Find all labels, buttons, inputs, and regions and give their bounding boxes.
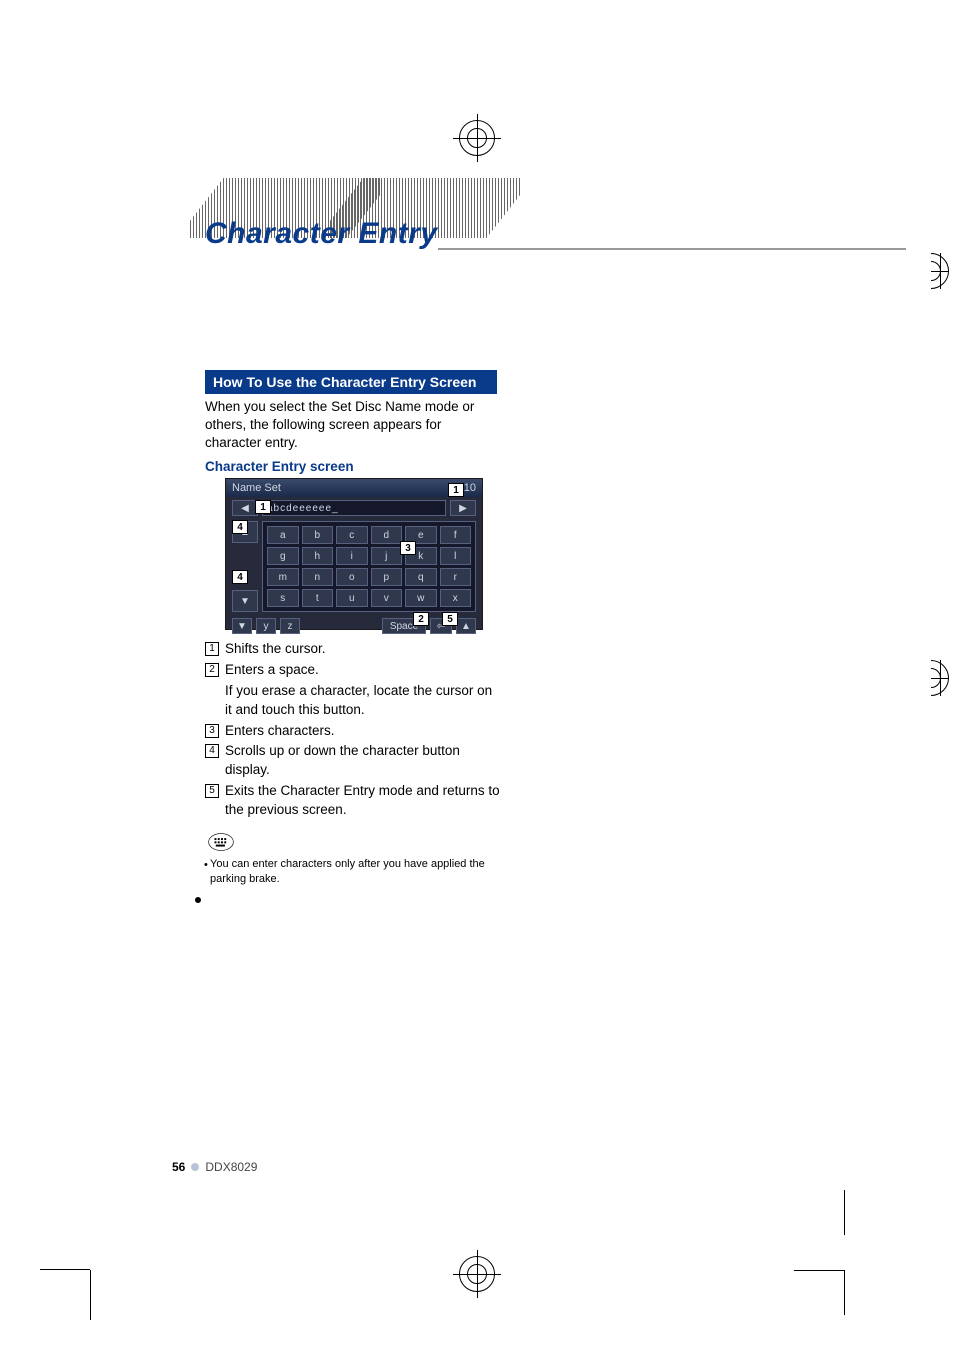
char-key[interactable]: u — [336, 589, 368, 607]
callout-text: If you erase a character, locate the cur… — [225, 682, 500, 720]
character-key-grid: a b c d e f g h i j k l m n o p q r s t — [262, 521, 476, 612]
shot-window-title: Name Set — [232, 482, 281, 494]
callout-text: Shifts the cursor. — [225, 640, 500, 659]
page-down-button[interactable]: ▼ — [232, 618, 252, 634]
model-name: DDX8029 — [205, 1160, 257, 1174]
char-key[interactable]: r — [440, 568, 472, 586]
char-key[interactable]: g — [267, 547, 299, 565]
char-key[interactable]: t — [302, 589, 334, 607]
char-key[interactable]: f — [440, 526, 472, 544]
callout-number: 4 — [205, 744, 219, 758]
list-item: 1 Shifts the cursor. — [205, 640, 500, 659]
callout-number: 1 — [205, 642, 219, 656]
char-key[interactable]: m — [267, 568, 299, 586]
crop-mark — [844, 1235, 914, 1305]
note-text: You can enter characters only after you … — [210, 857, 505, 887]
callout-badge-4: 4 — [232, 520, 248, 534]
intro-text: When you select the Set Disc Name mode o… — [205, 398, 497, 453]
char-key[interactable]: q — [405, 568, 437, 586]
subheading: Character Entry screen — [205, 459, 354, 474]
char-key[interactable]: x — [440, 589, 472, 607]
title-rule — [438, 248, 906, 250]
char-key[interactable]: d — [371, 526, 403, 544]
registration-mark-top — [459, 120, 495, 156]
list-item: 4 Scrolls up or down the character butto… — [205, 742, 500, 780]
callout-badge-1: 1 — [255, 500, 271, 514]
callout-badge-3: 3 — [400, 541, 416, 555]
page-number: 56 — [172, 1160, 185, 1174]
callout-text: Enters a space. — [225, 661, 500, 680]
callout-description-list: 1 Shifts the cursor. 2 Enters a space. I… — [205, 640, 500, 822]
char-key[interactable]: c — [336, 526, 368, 544]
registration-mark-right-2 — [931, 660, 949, 696]
section-heading: How To Use the Character Entry Screen — [205, 370, 497, 394]
page-footer: 56 DDX8029 — [172, 1160, 257, 1174]
callout-badge-5: 5 — [442, 612, 458, 626]
char-key[interactable]: h — [302, 547, 334, 565]
registration-mark-right-1 — [931, 253, 949, 289]
page-title: Character Entry — [205, 217, 438, 251]
shot-grid-area: ▲ ▼ a b c d e f g h i j k l m n o p q — [226, 519, 482, 616]
char-key[interactable]: a — [267, 526, 299, 544]
char-key[interactable]: s — [267, 589, 299, 607]
callout-badge-1b: 1 — [448, 483, 464, 497]
list-item: 2 Enters a space. — [205, 661, 500, 680]
crop-mark — [90, 1270, 91, 1320]
char-key[interactable]: o — [336, 568, 368, 586]
text-input-display: abcdeeeeee_ — [262, 500, 446, 516]
callout-text: Enters characters. — [225, 722, 500, 741]
char-key[interactable]: y — [256, 618, 276, 634]
cursor-right-button[interactable]: ▶ — [450, 500, 476, 516]
list-item: 3 Enters characters. — [205, 722, 500, 741]
list-item: 5 Exits the Character Entry mode and ret… — [205, 782, 500, 820]
char-key[interactable]: j — [371, 547, 403, 565]
callout-number: 3 — [205, 724, 219, 738]
bullet-dot — [195, 897, 201, 903]
shot-scroll-column: ▲ ▼ — [232, 521, 258, 612]
char-key[interactable]: n — [302, 568, 334, 586]
callout-number: 2 — [205, 663, 219, 677]
char-key[interactable]: w — [405, 589, 437, 607]
callout-text: Scrolls up or down the character button … — [225, 742, 500, 780]
page-up-button[interactable]: ▲ — [456, 618, 476, 634]
note-icon — [208, 832, 234, 852]
scroll-down-button[interactable]: ▼ — [232, 590, 258, 612]
callout-badge-2: 2 — [413, 612, 429, 626]
footer-dot-icon — [191, 1163, 199, 1171]
char-key[interactable]: v — [371, 589, 403, 607]
crop-mark — [40, 1269, 90, 1270]
list-item: If you erase a character, locate the cur… — [205, 682, 500, 720]
char-key[interactable]: b — [302, 526, 334, 544]
callout-text: Exits the Character Entry mode and retur… — [225, 782, 500, 820]
callout-number: 5 — [205, 784, 219, 798]
registration-mark-bottom — [459, 1256, 495, 1292]
char-key[interactable]: i — [336, 547, 368, 565]
shot-title-bar: Name Set 10:10 — [226, 479, 482, 497]
page: Character Entry How To Use the Character… — [0, 0, 954, 1350]
char-key[interactable]: l — [440, 547, 472, 565]
callout-badge-4b: 4 — [232, 570, 248, 584]
char-key[interactable]: z — [280, 618, 300, 634]
char-key[interactable]: p — [371, 568, 403, 586]
